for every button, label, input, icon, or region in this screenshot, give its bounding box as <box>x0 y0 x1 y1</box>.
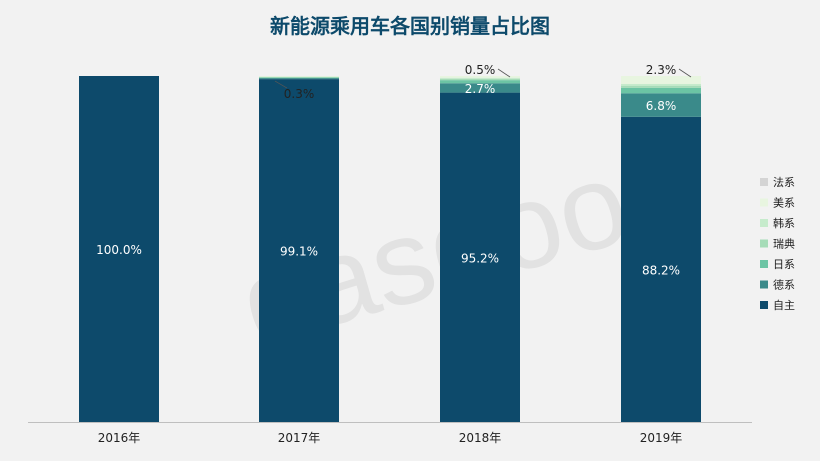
data-label: 95.2% <box>461 251 499 265</box>
data-label: 99.1% <box>280 245 318 259</box>
legend-item-瑞典: 瑞典 <box>760 237 795 251</box>
bar-segment-2017年-自主 <box>259 79 339 422</box>
legend-swatch <box>760 178 768 186</box>
bar-segment-2019年-日系 <box>621 87 701 94</box>
bar-segment-2018年-日系 <box>440 80 520 84</box>
bar-segment-2017年-瑞典 <box>259 77 339 78</box>
legend-item-美系: 美系 <box>760 197 795 210</box>
chart-title: 新能源乘用车各国别销量占比图 <box>270 14 550 38</box>
legend-label: 韩系 <box>773 216 795 230</box>
bar-segment-2016年-自主 <box>79 76 159 422</box>
bar-segment-2017年-德系 <box>259 78 339 80</box>
bar-segment-2019年-韩系 <box>621 83 701 86</box>
bar-segment-2017年-日系 <box>259 77 339 79</box>
bar-segment-2019年-美系 <box>621 76 701 84</box>
legend-label: 自主 <box>773 299 795 312</box>
legend-item-德系: 德系 <box>760 278 795 292</box>
data-label: 88.2% <box>642 263 680 277</box>
legend-swatch <box>760 239 768 248</box>
leader-line <box>497 68 511 78</box>
x-tick-label: 2019年 <box>640 431 683 445</box>
legend-item-日系: 日系 <box>760 258 795 271</box>
bar-segment-2018年-自主 <box>440 92 520 422</box>
data-label: 2.7% <box>465 82 496 96</box>
legend-label: 法系 <box>773 175 795 189</box>
legend-swatch <box>760 280 768 289</box>
bar-segment-2019年-德系 <box>621 93 701 117</box>
bar-segment-2018年-瑞典 <box>440 78 520 81</box>
bar-segment-2018年-美系 <box>440 76 520 78</box>
legend-swatch <box>760 260 768 268</box>
x-tick-label: 2018年 <box>459 431 502 445</box>
legend-label: 日系 <box>773 258 795 271</box>
legend-item-自主: 自主 <box>760 299 795 312</box>
data-label: 0.5% <box>465 63 496 77</box>
x-tick-label: 2016年 <box>98 431 141 445</box>
legend-label: 德系 <box>773 278 795 292</box>
legend-swatch <box>760 198 768 207</box>
data-label: 100.0% <box>96 243 142 257</box>
x-tick-label: 2017年 <box>278 431 321 445</box>
bar-segment-2018年-韩系 <box>440 77 520 79</box>
data-label: 6.8% <box>646 99 677 113</box>
legend-item-韩系: 韩系 <box>760 216 795 230</box>
leader-line <box>274 80 288 89</box>
bar-segment-2017年-韩系 <box>259 76 339 78</box>
legend-label: 瑞典 <box>773 237 795 251</box>
data-label: 2.3% <box>646 63 677 77</box>
data-label: 0.3% <box>284 87 315 101</box>
bar-segment-2019年-瑞典 <box>621 85 701 88</box>
leader-line <box>678 68 692 78</box>
legend-swatch <box>760 219 768 227</box>
bar-segment-2017年-美系 <box>259 76 339 77</box>
bar-segment-2019年-自主 <box>621 116 701 422</box>
legend-swatch <box>760 301 768 309</box>
legend-label: 美系 <box>773 197 795 210</box>
legend-item-法系: 法系 <box>760 175 795 189</box>
bar-segment-2018年-德系 <box>440 83 520 93</box>
